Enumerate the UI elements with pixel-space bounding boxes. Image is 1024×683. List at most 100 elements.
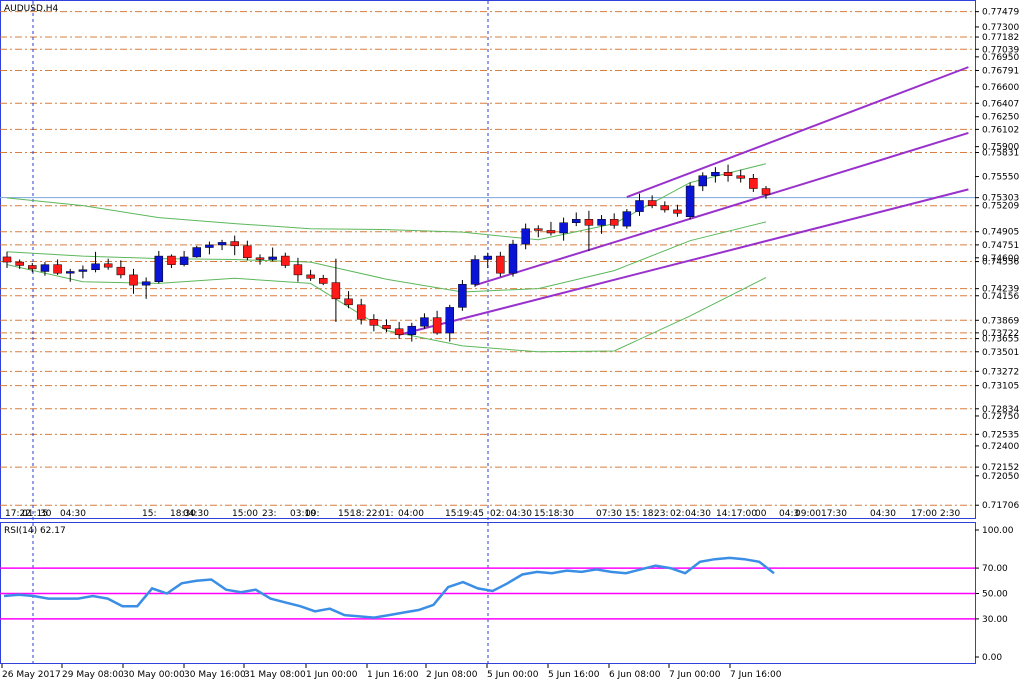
time-axis-label: 5 Jun 16:00: [548, 670, 600, 680]
bear-candle: [761, 188, 771, 195]
price-tick-label: 0.73501: [982, 348, 1019, 358]
time-bar-label: 04:3: [779, 509, 799, 519]
bull-candle: [179, 256, 189, 265]
price-tick-label: 0.72750: [982, 412, 1019, 422]
bear-candle: [255, 257, 265, 260]
bull-candle: [521, 228, 530, 245]
price-tick-label: 0.75209: [982, 202, 1019, 212]
price-tick-label: 0.74156: [982, 292, 1019, 302]
price-tick-label: 0.76250: [982, 113, 1019, 123]
time-axis-label: 1 Jun 00:00: [306, 670, 358, 680]
price-tick-label: 0.73869: [982, 316, 1019, 326]
bear-candle: [584, 219, 594, 226]
bear-candle: [609, 219, 619, 226]
bear-candle: [382, 325, 391, 330]
price-tick-label: 0.73272: [982, 367, 1019, 377]
time-bar-label: 03:10: [290, 509, 316, 519]
rsi-tick-label: 100.00: [982, 526, 1014, 536]
time-bar-label: 04:30: [870, 509, 896, 519]
time-bar-label: 18:: [350, 509, 364, 519]
price-tick-label: 0.72535: [982, 430, 1019, 440]
bull-candle: [192, 247, 201, 258]
bear-candle: [293, 264, 303, 276]
bull-candle: [597, 219, 606, 226]
price-tick-label: 0.71706: [982, 501, 1019, 511]
channel-trendline: [474, 132, 969, 287]
channel-trendline: [626, 66, 969, 199]
bull-candle: [78, 269, 88, 272]
bull-candle: [711, 172, 720, 176]
bear-candle: [394, 328, 404, 335]
bear-candle: [356, 304, 366, 320]
price-tick-label: 0.77039: [982, 45, 1019, 55]
rsi-tick-label: 0.00: [982, 653, 1002, 663]
bull-candle: [470, 259, 480, 285]
bull-candle: [40, 264, 50, 272]
bear-candle: [673, 209, 682, 214]
bear-candle: [28, 265, 37, 270]
price-tick-label: 0.74751: [982, 241, 1019, 251]
price-tick-label: 0.76407: [982, 99, 1019, 109]
price-tick-label: 0.76102: [982, 125, 1019, 135]
time-bar-label: 00: [755, 509, 767, 519]
price-tick-label: 0.73105: [982, 382, 1019, 392]
time-axis-label: 6 Jun 08:00: [609, 670, 661, 680]
time-bar-label: 07:30: [596, 509, 622, 519]
bear-candle: [129, 274, 138, 286]
rsi-line: [3, 556, 775, 619]
time-bar-label: 04:30: [685, 509, 711, 519]
bear-candle: [243, 245, 252, 259]
time-bar-label: 30: [40, 509, 52, 519]
time-bar-label: 18:30: [170, 509, 196, 519]
time-bar-label: 14:: [716, 509, 730, 519]
time-bar-label: 15:00: [232, 509, 258, 519]
bull-candle: [217, 242, 227, 246]
bear-candle: [103, 263, 113, 268]
time-bar-label: 17:00: [731, 509, 757, 519]
time-bar-label: 04:30: [60, 509, 86, 519]
bear-candle: [281, 255, 290, 266]
time-bar-label: 2:30: [940, 509, 960, 519]
time-axis-label: 7 Jun 16:00: [730, 670, 782, 680]
time-bar-label: 15:: [625, 509, 639, 519]
time-bar-label: 18:: [642, 509, 656, 519]
time-bar-label: 18:30: [548, 509, 574, 519]
bear-candle: [660, 205, 670, 211]
bear-candle: [344, 298, 353, 306]
time-axis-label: 1 Jun 16:00: [367, 670, 419, 680]
bear-candle: [546, 230, 556, 234]
rsi-tick-label: 30.00: [982, 615, 1008, 625]
time-bar-label: 15:: [142, 509, 156, 519]
session-separators: [32, 1, 489, 663]
time-bar-label: 01:: [379, 509, 393, 519]
bull-candle: [508, 243, 518, 274]
bull-candle: [698, 175, 707, 187]
bull-candle: [622, 211, 632, 227]
price-tick-label: 0.77479: [982, 8, 1019, 18]
price-tick-label: 0.75550: [982, 173, 1019, 183]
rsi-label: RSI(14) 62.17: [4, 526, 66, 536]
channel-lines: [398, 66, 969, 336]
price-tick-label: 0.73655: [982, 335, 1019, 345]
bear-candle: [723, 172, 733, 176]
bull-candle: [635, 200, 644, 212]
bull-candle: [91, 263, 100, 271]
bull-candle: [141, 281, 151, 286]
time-bar-label: 02:: [670, 509, 684, 519]
bull-candle: [458, 284, 467, 308]
time-bar-label: 17:30: [821, 509, 847, 519]
price-tick-label: 0.75303: [982, 194, 1019, 204]
time-bar-label: 23:: [262, 509, 276, 519]
bear-candle: [647, 200, 657, 206]
price-tick-label: 0.72834: [982, 405, 1019, 415]
bull-candle: [559, 222, 568, 234]
chart-title: AUDUSD,H4: [4, 4, 59, 14]
rsi-tick-label: 70.00: [982, 564, 1008, 574]
bull-candle: [154, 255, 164, 282]
time-axis-label: 29 May 08:00: [62, 670, 124, 680]
bear-candle: [2, 256, 12, 263]
bear-candle: [736, 175, 745, 179]
price-tick-label: 0.74556: [982, 258, 1019, 268]
